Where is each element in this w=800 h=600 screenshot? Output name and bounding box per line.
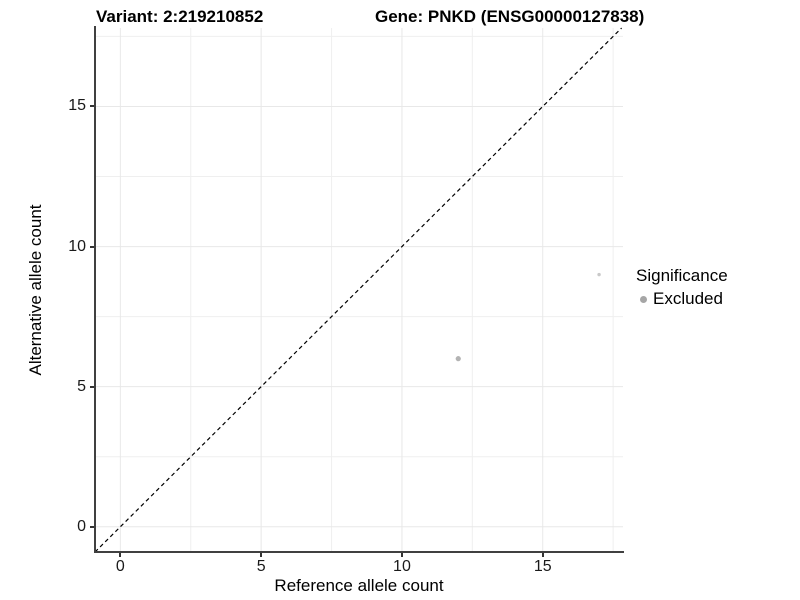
- legend: Significance Excluded: [636, 266, 728, 309]
- y-tick-label: 0: [77, 517, 86, 535]
- x-axis-line: [94, 551, 624, 553]
- plot-canvas: [94, 27, 623, 553]
- x-axis-title: Reference allele count: [274, 576, 444, 595]
- data-point: [597, 272, 601, 277]
- legend-item-label: Excluded: [653, 289, 723, 308]
- y-tick-mark: [90, 245, 94, 248]
- plot-title-gene: Gene: PNKD (ENSG00000127838): [375, 7, 645, 26]
- x-tick-label: 5: [256, 558, 266, 575]
- x-tick-mark: [119, 553, 122, 557]
- legend-item-excluded: Excluded: [636, 289, 728, 309]
- data-point: [455, 356, 461, 362]
- identity-line: [94, 27, 623, 553]
- y-tick-mark: [90, 105, 94, 108]
- x-tick-label: 15: [533, 558, 552, 575]
- y-axis-line: [94, 26, 96, 553]
- y-tick-mark: [90, 525, 94, 528]
- y-tick-mark: [90, 385, 94, 388]
- plot-panel: [94, 27, 623, 553]
- legend-key-dot-icon: [640, 295, 647, 303]
- x-tick-mark: [400, 553, 403, 557]
- plot-title-variant: Variant: 2:219210852: [96, 7, 264, 26]
- x-tick-mark: [260, 553, 263, 557]
- y-tick-label: 15: [68, 97, 86, 115]
- y-tick-label: 5: [77, 377, 86, 395]
- legend-title: Significance: [636, 266, 728, 285]
- x-tick-label: 10: [393, 558, 411, 575]
- y-tick-label: 10: [68, 237, 86, 255]
- x-tick-mark: [541, 553, 544, 557]
- y-axis-title: Alternative allele count: [26, 204, 45, 376]
- x-tick-label: 0: [115, 558, 125, 575]
